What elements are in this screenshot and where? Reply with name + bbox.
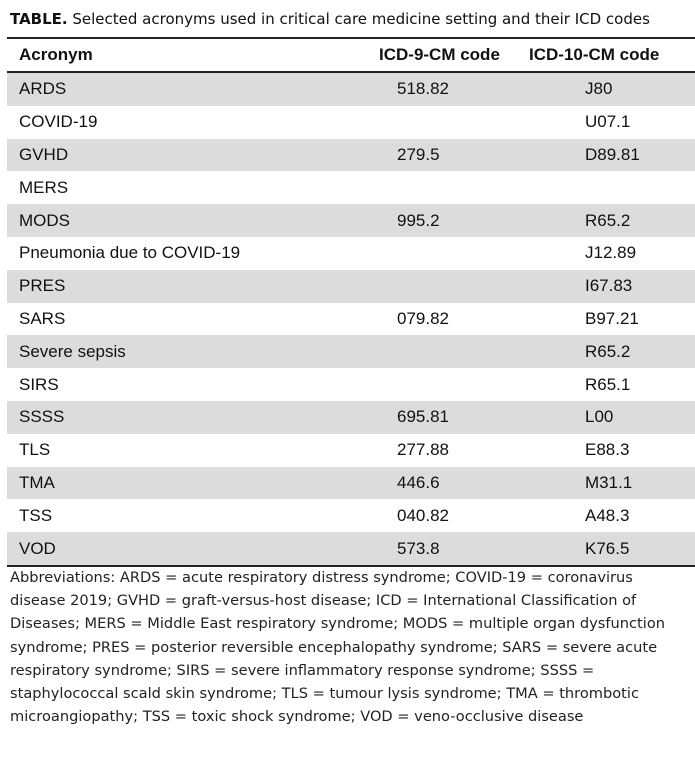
- cell-icd10: I67.83: [529, 269, 695, 303]
- cell-icd9: 518.82: [379, 72, 529, 106]
- cell-icd9: [379, 368, 529, 401]
- table-row: COVID-19 U07.1: [7, 106, 695, 139]
- cell-icd9: 079.82: [397, 308, 449, 328]
- table-row: MERS: [7, 171, 695, 204]
- table-row: TSS 040.82 A48.3: [7, 499, 695, 532]
- table-row: SIRS R65.1: [7, 368, 695, 401]
- cell-acronym: TLS: [19, 440, 51, 460]
- cell-acronym: Severe sepsis: [7, 335, 379, 369]
- table-caption-label: TABLE.: [10, 10, 68, 28]
- cell-icd9: [379, 171, 529, 204]
- table-row: SARS 079.82 B97.21: [7, 303, 695, 336]
- table-row: TLS 277.88 E88.3: [7, 434, 695, 467]
- cell-icd9: 573.8: [379, 532, 529, 567]
- cell-icd10: U07.1: [585, 112, 631, 132]
- table-header-row: Acronym ICD-9-CM code ICD-10-CM code: [7, 37, 695, 73]
- acronym-table-container: Acronym ICD-9-CM code ICD-10-CM code ARD…: [7, 37, 695, 567]
- table-body: ARDS 518.82 J80 COVID-19 U07.1 GVHD 279.5 D89.8…: [7, 72, 695, 567]
- cell-acronym: TSS: [19, 505, 53, 525]
- cell-icd10: A48.3: [585, 505, 630, 525]
- table-row: TMA 446.6 M31.1: [7, 466, 695, 500]
- cell-icd10: D89.81: [529, 138, 695, 172]
- table-row: PRES I67.83: [7, 269, 695, 303]
- table-row: VOD 573.8 K76.5: [7, 532, 695, 567]
- cell-icd10: L00: [529, 400, 695, 434]
- cell-acronym: MERS: [19, 177, 69, 197]
- cell-acronym: VOD: [7, 532, 379, 567]
- cell-icd10: [529, 171, 695, 204]
- cell-acronym: ARDS: [7, 72, 379, 106]
- cell-acronym: GVHD: [7, 138, 379, 172]
- cell-icd10: R65.2: [529, 335, 695, 369]
- cell-acronym: Pneumonia due to COVID-19: [19, 243, 241, 263]
- table-row: MODS 995.2 R65.2: [7, 204, 695, 237]
- cell-icd10: K76.5: [529, 532, 695, 567]
- table-row: ARDS 518.82 J80: [7, 72, 695, 106]
- cell-icd9: 277.88: [397, 440, 449, 460]
- cell-icd9: 446.6: [379, 466, 529, 500]
- cell-icd9: 695.81: [379, 400, 529, 434]
- cell-acronym: PRES: [7, 269, 379, 303]
- header-acronym: Acronym: [7, 37, 379, 73]
- cell-icd10: E88.3: [585, 440, 630, 460]
- cell-icd10: J12.89: [585, 243, 637, 263]
- acronym-table: Acronym ICD-9-CM code ICD-10-CM code ARD…: [7, 37, 695, 567]
- cell-icd10: R65.1: [585, 374, 631, 394]
- table-row: SSSS 695.81 L00: [7, 400, 695, 434]
- table-row: Severe sepsis R65.2: [7, 335, 695, 369]
- table-caption-text: Selected acronyms used in critical care …: [67, 10, 650, 28]
- cell-acronym: SARS: [19, 308, 66, 328]
- cell-icd9: 279.5: [379, 138, 529, 172]
- table-row: GVHD 279.5 D89.81: [7, 138, 695, 172]
- header-icd10: ICD-10-CM code: [529, 37, 695, 73]
- cell-icd9: 040.82: [397, 505, 449, 525]
- abbreviations-footnote: Abbreviations: ARDS = acute respiratory …: [10, 569, 666, 726]
- cell-acronym: SIRS: [19, 374, 59, 394]
- cell-icd9: 995.2: [379, 204, 529, 237]
- cell-acronym: MODS: [7, 204, 379, 237]
- cell-icd10: J80: [529, 72, 695, 106]
- cell-icd10: B97.21: [585, 308, 639, 328]
- cell-icd9: [379, 237, 529, 270]
- table-caption: TABLE. Selected acronyms used in critica…: [10, 10, 650, 28]
- cell-icd9: [379, 106, 529, 139]
- cell-acronym: COVID-19: [19, 112, 98, 132]
- header-icd9: ICD-9-CM code: [379, 37, 529, 73]
- cell-icd10: R65.2: [529, 204, 695, 237]
- table-row: Pneumonia due to COVID-19 J12.89: [7, 237, 695, 270]
- cell-icd10: M31.1: [529, 466, 695, 500]
- cell-icd9: [379, 269, 529, 303]
- cell-acronym: TMA: [7, 466, 379, 500]
- cell-icd9: [379, 335, 529, 369]
- cell-acronym: SSSS: [7, 400, 379, 434]
